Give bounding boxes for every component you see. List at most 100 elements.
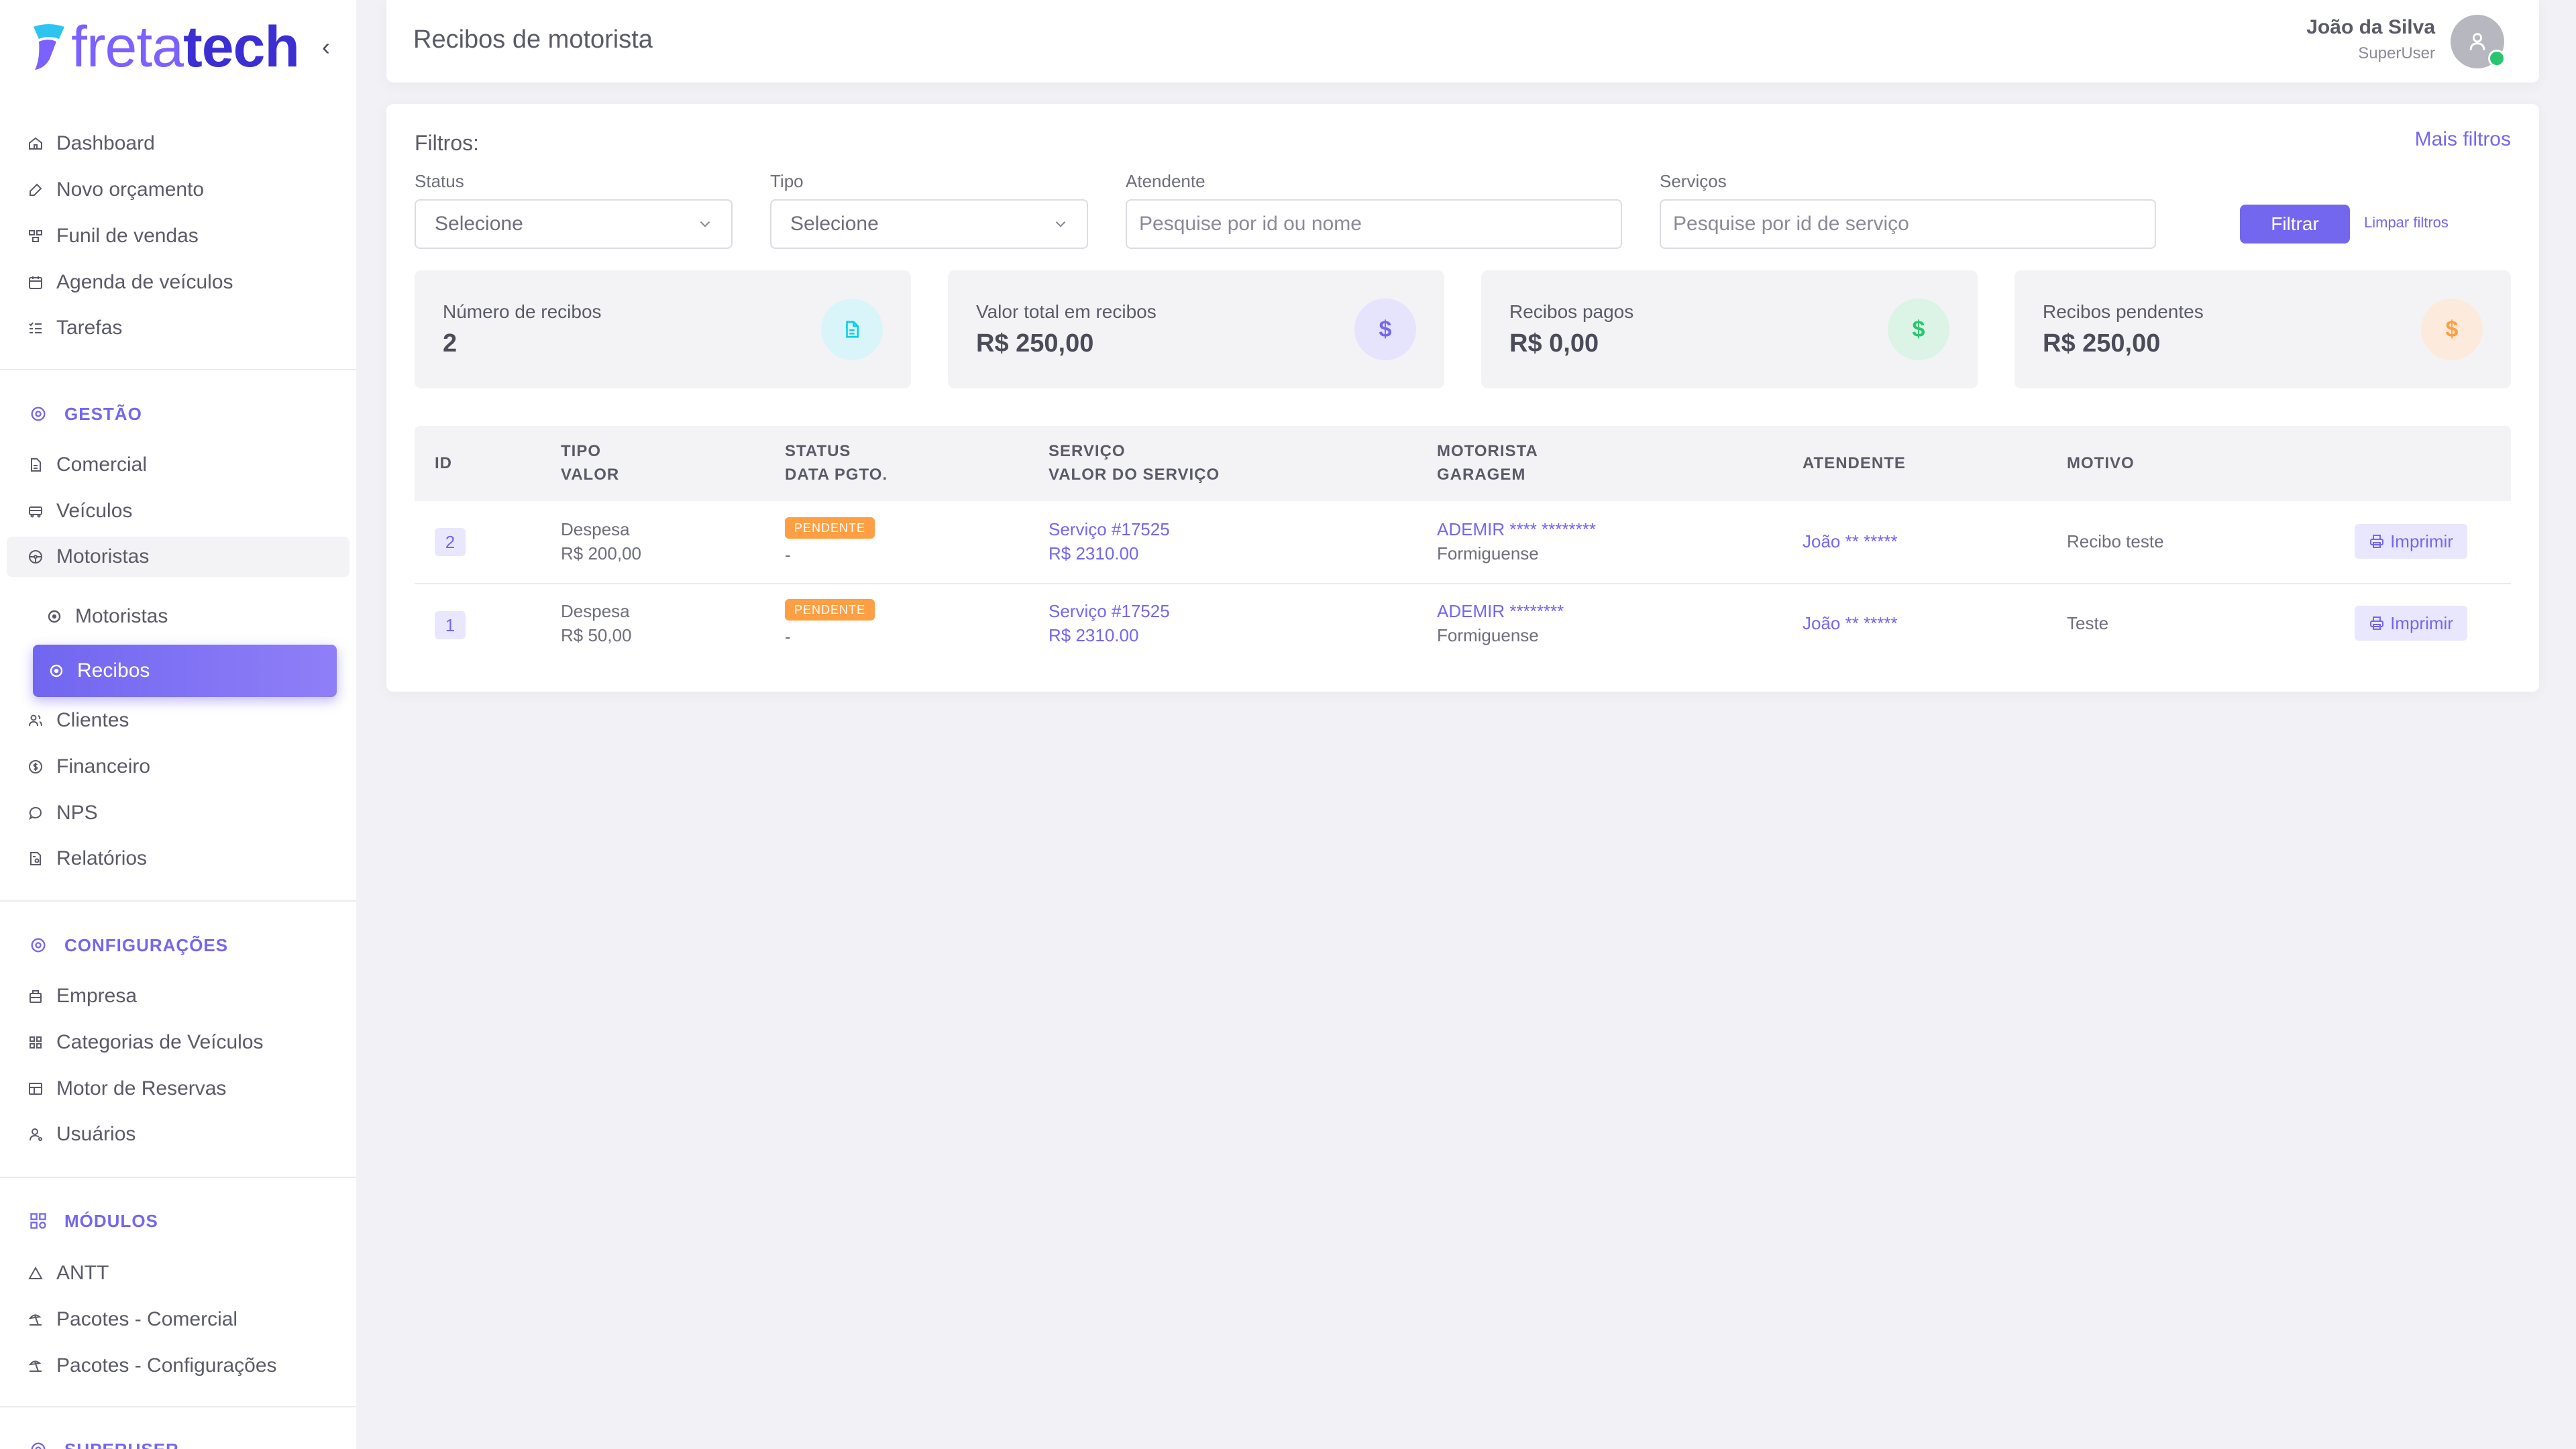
sidebar-item-label: Funil de vendas bbox=[56, 225, 199, 247]
th-status: STATUS bbox=[785, 442, 851, 460]
row-motorista-link[interactable]: ADEMIR **** ******** bbox=[1437, 519, 1596, 539]
message-icon bbox=[27, 804, 44, 822]
brand-part-1: freta bbox=[71, 15, 184, 79]
chevron-down-icon bbox=[1055, 221, 1066, 227]
row-atendente-link[interactable]: João ** ***** bbox=[1803, 613, 1898, 633]
sidebar-item-label: Veículos bbox=[56, 500, 133, 522]
print-button-label: Imprimir bbox=[2390, 531, 2453, 551]
fretatech-logo-icon bbox=[34, 24, 64, 70]
servicos-search-input[interactable]: Pesquise por id de serviço bbox=[1660, 199, 2156, 249]
status-label: Status bbox=[415, 171, 464, 191]
sidebar-item-label: Motoristas bbox=[56, 545, 150, 568]
atendente-label: Atendente bbox=[1126, 171, 1205, 191]
stat-value: 2 bbox=[443, 329, 458, 358]
sidebar-item-pacotes-comercial[interactable]: Pacotes - Comercial bbox=[0, 1299, 356, 1340]
row-data-pgto: - bbox=[785, 545, 791, 565]
th-atendente: ATENDENTE bbox=[1803, 454, 1906, 472]
sidebar-item-categorias-de-veiculos[interactable]: Categorias de Veículos bbox=[0, 1022, 356, 1063]
clear-filters-link[interactable]: Limpar filtros bbox=[2364, 214, 2449, 231]
servicos-placeholder: Pesquise por id de serviço bbox=[1673, 213, 1909, 235]
sidebar-item-motoristas-group[interactable]: Motoristas bbox=[7, 537, 350, 577]
row-id-badge[interactable]: 2 bbox=[435, 528, 466, 556]
users-icon bbox=[27, 712, 44, 729]
row-data-pgto: - bbox=[785, 627, 791, 647]
beach-icon bbox=[27, 1357, 44, 1375]
funnel-icon bbox=[27, 227, 44, 245]
row-garagem: Formiguense bbox=[1437, 625, 1539, 645]
sidebar-item-label: Dashboard bbox=[56, 132, 155, 154]
row-servico-link[interactable]: Serviço #17525 bbox=[1049, 519, 1170, 539]
stat-value: R$ 250,00 bbox=[2043, 329, 2161, 358]
th-data-pgto: DATA PGTO. bbox=[785, 466, 888, 484]
sidebar-item-tarefas[interactable]: Tarefas bbox=[0, 308, 356, 348]
print-button[interactable]: Imprimir bbox=[2355, 606, 2467, 641]
sidebar-item-relatorios[interactable]: Relatórios bbox=[0, 839, 356, 879]
status-badge: PENDENTE bbox=[785, 599, 875, 621]
th-servico: SERVIÇO bbox=[1049, 442, 1126, 460]
sidebar-item-label: Pacotes - Configurações bbox=[56, 1354, 277, 1377]
sidebar: fretatech ‹ Dashboard Novo orçamento Fun… bbox=[0, 0, 356, 1449]
status-select[interactable]: Selecione bbox=[415, 199, 733, 249]
apps-icon bbox=[28, 1211, 48, 1231]
row-servico-link[interactable]: Serviço #17525 bbox=[1049, 601, 1170, 621]
section-modulos: MÓDULOS bbox=[0, 1204, 356, 1238]
th-valor-servico: VALOR DO SERVIÇO bbox=[1049, 466, 1220, 484]
sidebar-item-nps[interactable]: NPS bbox=[0, 793, 356, 833]
more-filters-link[interactable]: Mais filtros bbox=[2414, 128, 2511, 150]
sidebar-item-clientes[interactable]: Clientes bbox=[0, 700, 356, 741]
avatar[interactable] bbox=[2451, 15, 2506, 68]
atendente-placeholder: Pesquise por id ou nome bbox=[1139, 213, 1362, 235]
sidebar-item-label: Comercial bbox=[56, 453, 148, 476]
sidebar-item-dashboard[interactable]: Dashboard bbox=[0, 123, 356, 164]
th-garagem: GARAGEM bbox=[1437, 466, 1526, 484]
status-select-value: Selecione bbox=[435, 213, 523, 235]
sidebar-item-veiculos[interactable]: Veículos bbox=[0, 491, 356, 531]
row-motorista-link[interactable]: ADEMIR ******** bbox=[1437, 601, 1564, 621]
sidebar-item-agenda-de-veiculos[interactable]: Agenda de veículos bbox=[0, 262, 356, 303]
sidebar-divider bbox=[0, 900, 356, 902]
row-motivo: Recibo teste bbox=[2067, 531, 2164, 551]
building-icon bbox=[27, 987, 44, 1005]
sidebar-item-motor-de-reservas[interactable]: Motor de Reservas bbox=[0, 1069, 356, 1109]
user-icon bbox=[27, 1126, 44, 1143]
sidebar-item-label: Novo orçamento bbox=[56, 178, 205, 201]
sidebar-item-motoristas[interactable]: Motoristas bbox=[0, 596, 356, 637]
print-button-label: Imprimir bbox=[2390, 612, 2453, 633]
atendente-search-input[interactable]: Pesquise por id ou nome bbox=[1126, 199, 1622, 249]
section-gestao: GESTÃO bbox=[0, 397, 356, 431]
sidebar-item-pacotes-configuracoes[interactable]: Pacotes - Configurações bbox=[0, 1346, 356, 1386]
steering-icon bbox=[27, 548, 44, 566]
sidebar-item-label: Clientes bbox=[56, 709, 129, 731]
collapse-sidebar-icon[interactable]: ‹ bbox=[322, 33, 330, 60]
triangle-icon bbox=[27, 1265, 44, 1282]
sidebar-item-financeiro[interactable]: Financeiro bbox=[0, 747, 356, 787]
brand-part-2: tech bbox=[183, 15, 300, 79]
sidebar-item-empresa[interactable]: Empresa bbox=[0, 976, 356, 1016]
brand-wordmark: fretatech bbox=[71, 15, 300, 79]
sidebar-item-funil-de-vendas[interactable]: Funil de vendas bbox=[0, 216, 356, 256]
section-title: SUPERUSER bbox=[64, 1440, 179, 1449]
sidebar-item-recibos[interactable]: Recibos bbox=[33, 645, 337, 697]
tipo-select[interactable]: Selecione bbox=[770, 199, 1088, 249]
sidebar-item-novo-orcamento[interactable]: Novo orçamento bbox=[0, 170, 356, 210]
sidebar-item-comercial[interactable]: Comercial bbox=[0, 445, 356, 485]
user-name[interactable]: João da Silva bbox=[2306, 16, 2435, 38]
brand-logo[interactable]: fretatech bbox=[30, 15, 300, 79]
stat-label: Valor total em recibos bbox=[976, 301, 1157, 322]
sidebar-item-label: Tarefas bbox=[56, 317, 123, 339]
report-icon bbox=[27, 850, 44, 867]
sidebar-item-label: NPS bbox=[56, 802, 98, 824]
sidebar-item-label: Motor de Reservas bbox=[56, 1077, 227, 1099]
row-valor: R$ 50,00 bbox=[561, 625, 632, 645]
row-valor-servico[interactable]: R$ 2310.00 bbox=[1049, 543, 1139, 564]
row-motivo: Teste bbox=[2067, 613, 2109, 633]
row-atendente-link[interactable]: João ** ***** bbox=[1803, 531, 1898, 551]
row-id-badge[interactable]: 1 bbox=[435, 611, 466, 639]
print-button[interactable]: Imprimir bbox=[2355, 524, 2467, 559]
row-valor-servico[interactable]: R$ 2310.00 bbox=[1049, 625, 1139, 645]
circle-icon bbox=[48, 662, 65, 680]
table-row: 2 Despesa R$ 200,00 PENDENTE - Serviço #… bbox=[415, 501, 2511, 584]
filter-button[interactable]: Filtrar bbox=[2240, 205, 2350, 244]
sidebar-item-antt[interactable]: ANTT bbox=[0, 1253, 356, 1293]
sidebar-item-usuarios[interactable]: Usuários bbox=[0, 1114, 356, 1155]
